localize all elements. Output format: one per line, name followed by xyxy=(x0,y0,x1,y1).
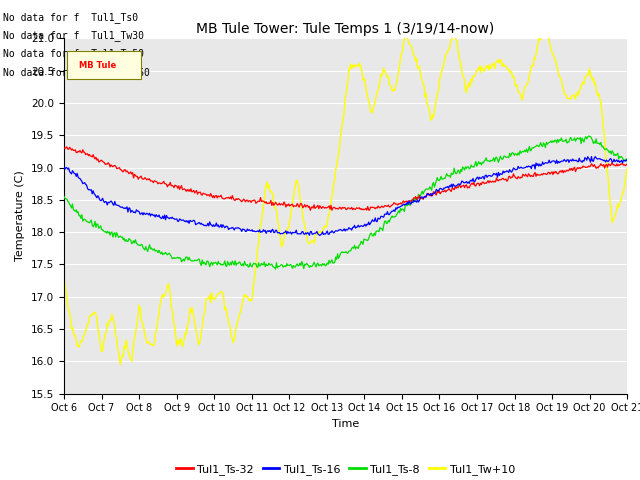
Text: No data for f  Tul1_Tw50: No data for f Tul1_Tw50 xyxy=(3,48,144,60)
Text: MB Tule: MB Tule xyxy=(79,61,116,70)
Text: No data for f  Tul1_Tw30: No data for f Tul1_Tw30 xyxy=(3,30,144,41)
Y-axis label: Temperature (C): Temperature (C) xyxy=(15,170,26,262)
X-axis label: Time: Time xyxy=(332,419,359,429)
Legend: Tul1_Ts-32, Tul1_Ts-16, Tul1_Ts-8, Tul1_Tw+10: Tul1_Ts-32, Tul1_Ts-16, Tul1_Ts-8, Tul1_… xyxy=(172,459,520,480)
Text: No data for f  Tul1_Ts0: No data for f Tul1_Ts0 xyxy=(3,12,138,23)
Title: MB Tule Tower: Tule Temps 1 (3/19/14-now): MB Tule Tower: Tule Temps 1 (3/19/14-now… xyxy=(196,22,495,36)
Text: No data for f  Tul1_Tw+60: No data for f Tul1_Tw+60 xyxy=(3,67,150,78)
